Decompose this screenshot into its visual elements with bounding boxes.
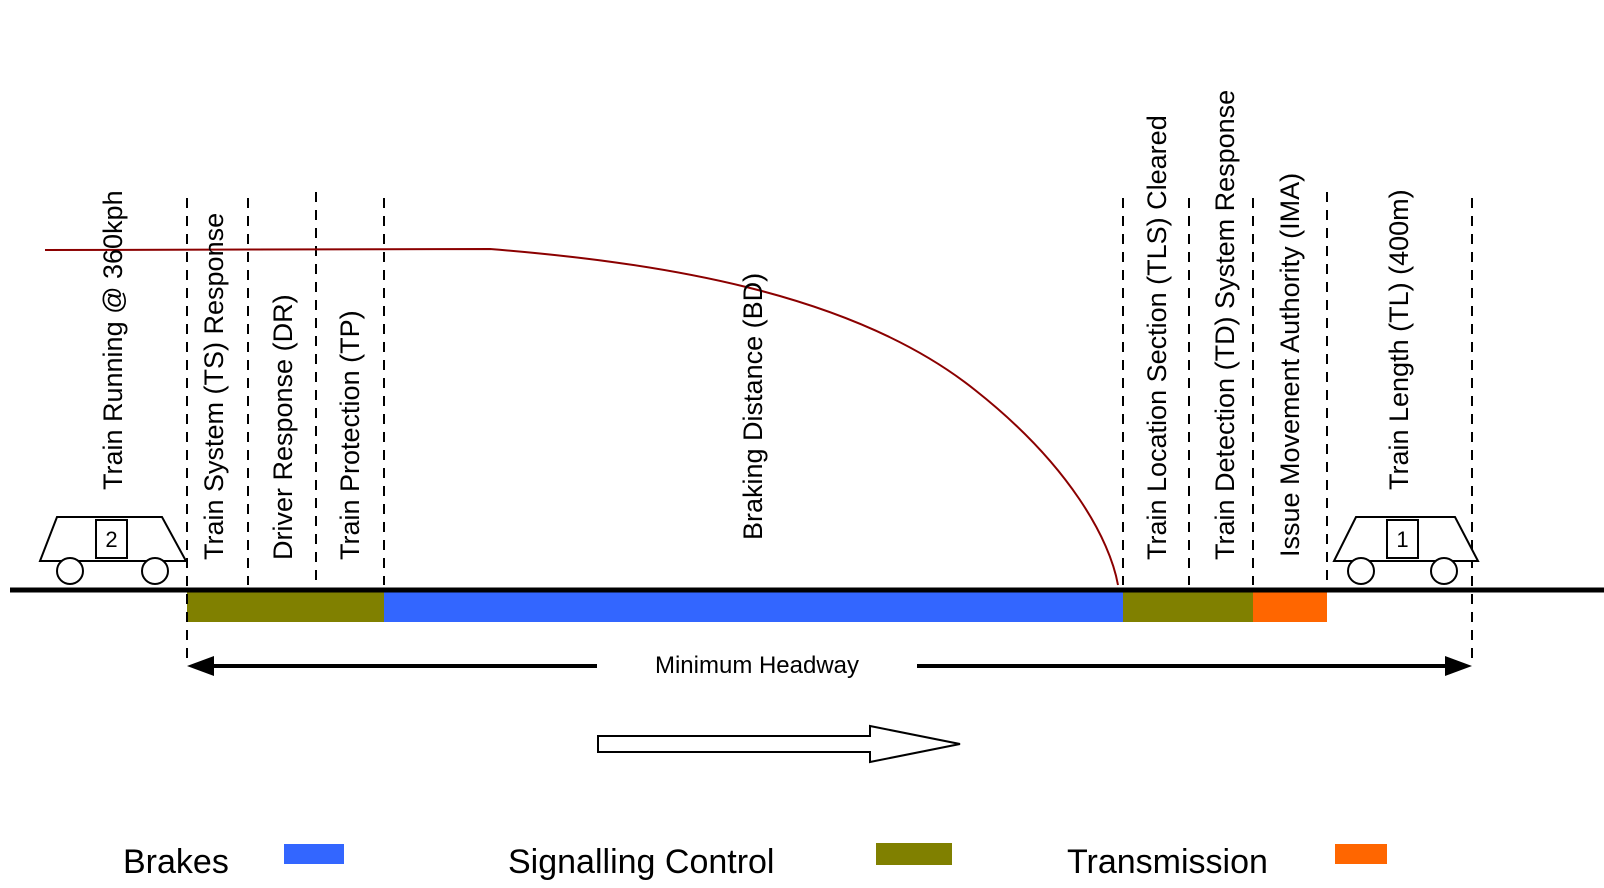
label-td-response: Train Detection (TD) System Response [1210,90,1240,560]
train-rear-wheel-right [141,557,169,585]
label-train-running: Train Running @ 360kph [98,190,128,490]
label-driver-response: Driver Response (DR) [268,294,298,560]
legend-label-transmission: Transmission [1067,843,1268,881]
train-front-number: 1 [1396,527,1408,552]
label-train-length: Train Length (TL) (400m) [1384,189,1414,490]
legend-label-signalling-control: Signalling Control [508,843,775,881]
train-front-wheel-left [1347,557,1375,585]
train-front: 1 [1332,516,1480,585]
train-rear-wheel-left [56,557,84,585]
label-train-protection: Train Protection (TP) [335,310,365,560]
label-ts-response: Train System (TS) Response [199,213,229,560]
legend-label-brakes: Brakes [123,843,229,881]
label-tls-cleared: Train Location Section (TLS) Cleared [1142,115,1172,560]
train-rear: 2 [38,516,188,585]
segment-brakes-braking-distance [384,589,1123,622]
legend-swatch-transmission [1335,844,1387,864]
headway-arrowhead-right [1445,656,1472,676]
train-rear-number: 2 [105,527,117,552]
direction-arrow [597,724,961,764]
label-minimum-headway: Minimum Headway [655,652,859,679]
legend-swatch-brakes [284,844,344,864]
train-front-wheel-right [1430,557,1458,585]
train-rear-number-box [95,519,128,559]
dashed-dividers [186,192,1473,660]
headway-arrowhead-left [187,656,214,676]
legend-swatch-signalling-control [876,843,952,865]
legend: Brakes Signalling Control Transmission [123,843,1387,881]
segment-transmission-ima [1253,589,1327,622]
segment-signalling-ts-dr-tp [187,589,384,622]
label-ima: Issue Movement Authority (IMA) [1275,173,1305,557]
braking-curve [44,247,1119,586]
train-front-number-box [1386,519,1419,559]
label-braking-distance: Braking Distance (BD) [738,273,768,540]
segment-signalling-tls-td [1123,589,1253,622]
minimum-headway-dimension: Minimum Headway [187,652,1472,679]
